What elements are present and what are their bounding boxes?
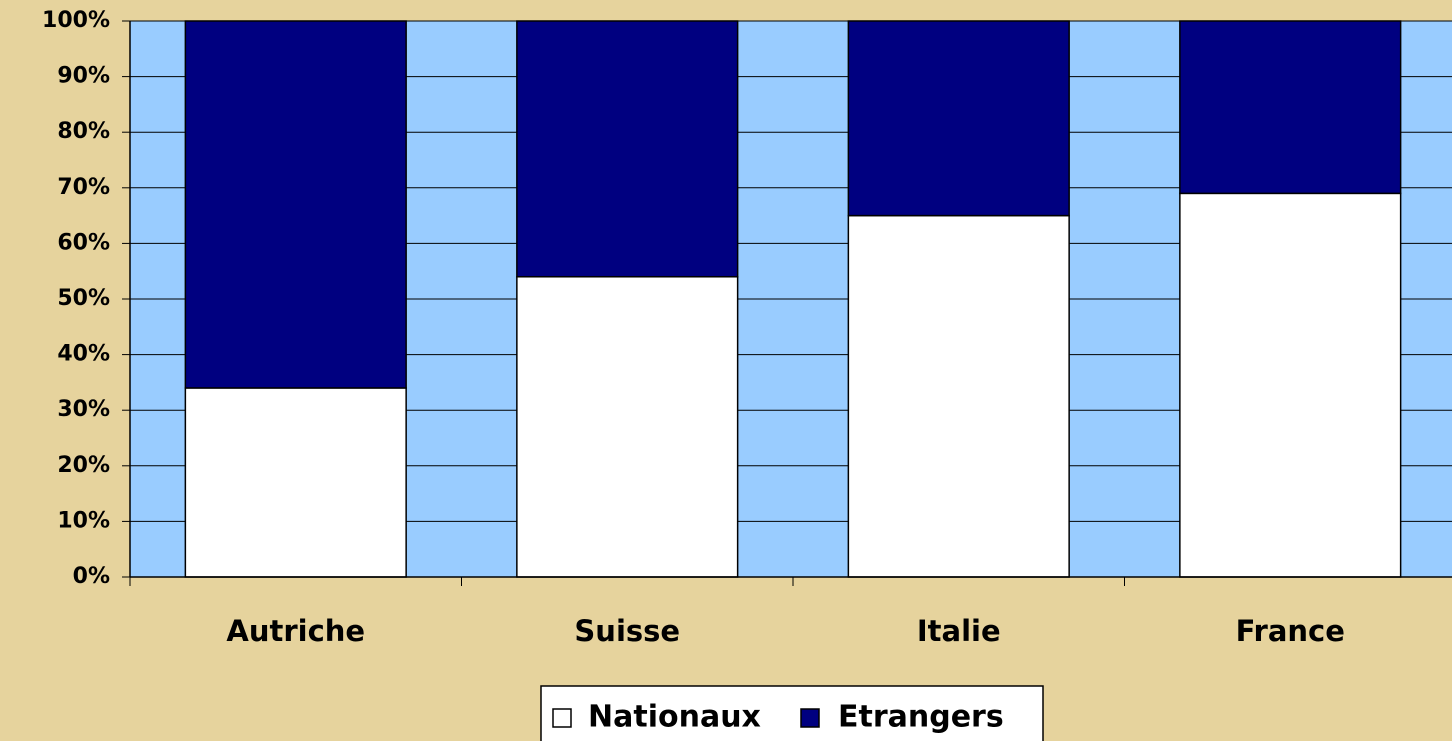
legend-swatch <box>800 708 820 728</box>
bar <box>847 20 1070 217</box>
legend-label: Nationaux <box>588 700 761 735</box>
y-tick-label: 90% <box>57 64 110 89</box>
y-tick-label: 80% <box>57 119 110 144</box>
x-tick-label: France <box>1236 614 1345 648</box>
bar <box>1179 192 1402 578</box>
legend-swatch <box>552 708 572 728</box>
y-tick-label: 40% <box>57 342 110 367</box>
bar <box>184 387 407 578</box>
bar <box>1179 20 1402 195</box>
y-tick-label: 70% <box>57 175 110 200</box>
bar <box>516 276 739 578</box>
y-tick-label: 60% <box>57 230 110 255</box>
y-tick-label: 100% <box>42 8 110 33</box>
y-tick-label: 0% <box>73 564 110 589</box>
x-tick-label: Suisse <box>574 614 680 648</box>
y-tick-label: 20% <box>57 453 110 478</box>
legend-label: Etrangers <box>838 700 1004 735</box>
bar <box>184 20 407 389</box>
bar <box>847 214 1070 578</box>
y-tick-label: 50% <box>57 286 110 311</box>
y-tick-label: 30% <box>57 397 110 422</box>
bar <box>516 20 739 278</box>
x-tick-label: Italie <box>917 614 1001 648</box>
legend-box <box>540 685 1044 741</box>
y-tick-label: 10% <box>57 508 110 533</box>
x-tick-label: Autriche <box>226 614 365 648</box>
